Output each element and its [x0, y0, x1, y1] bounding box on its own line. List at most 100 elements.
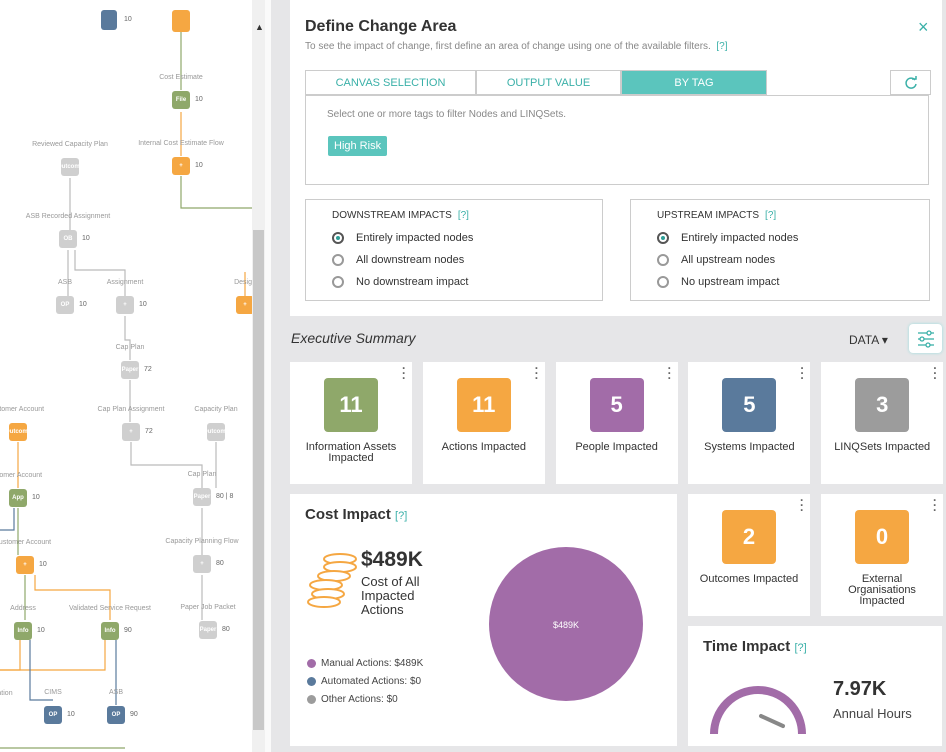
node-icon[interactable]: + — [193, 555, 211, 573]
tab[interactable]: OUTPUT VALUE — [476, 70, 621, 95]
card-tile: 11 — [456, 378, 511, 432]
node-icon[interactable]: + — [172, 157, 190, 175]
node-icon[interactable]: + — [122, 423, 140, 441]
node-icon[interactable]: Info — [14, 622, 32, 640]
refresh-button[interactable] — [890, 70, 931, 95]
legend-label: Manual Actions: $489K — [321, 658, 424, 669]
divider — [265, 0, 271, 752]
node-count: 90 — [124, 627, 132, 634]
node-icon[interactable]: + — [116, 296, 134, 314]
legend-label: Other Actions: $0 — [321, 694, 398, 705]
time-value: 7.97K — [833, 678, 887, 700]
impact-title: UPSTREAM IMPACTS [?] — [657, 210, 776, 221]
card-tile: 11 — [324, 378, 378, 432]
help[interactable]: [?] — [457, 210, 469, 221]
radio-option[interactable]: No upstream impact — [657, 276, 779, 288]
summary-card: · · · 11 Information Assets Impacted — [290, 362, 412, 484]
help[interactable]: [?] — [794, 642, 807, 654]
time-impact-card: Time Impact [?] 7.97K Annual Hours — [688, 626, 942, 746]
node-label: Internal Cost Estimate Flow — [138, 140, 224, 147]
card-menu[interactable]: · · · — [800, 493, 804, 517]
tab[interactable]: CANVAS SELECTION — [305, 70, 476, 95]
card-menu[interactable]: · · · — [667, 361, 672, 385]
cost-impact-card: Cost Impact [?] $489K Cost of All Impact… — [290, 494, 677, 746]
help[interactable]: [?] — [765, 210, 777, 221]
pie-slice — [489, 547, 643, 701]
node-label: Cap Plan — [115, 344, 145, 351]
coins-icon — [307, 553, 357, 608]
scroll-thumb[interactable] — [253, 230, 264, 730]
upstream-box: UPSTREAM IMPACTS [?] Entirely impacted nod… — [630, 199, 930, 301]
node-icon[interactable]: Info — [101, 622, 119, 640]
radio-label: All upstream nodes — [681, 254, 776, 266]
filter-button[interactable] — [909, 324, 942, 353]
node-label: Capacity Planning Flow — [165, 538, 239, 545]
node-count: 80 — [222, 626, 230, 633]
node-icon[interactable]: Outcome — [203, 423, 229, 441]
radio-circle — [657, 276, 669, 288]
radio-option[interactable]: Entirely impacted nodes — [657, 232, 798, 244]
data-menu[interactable]: DATA ▾ — [849, 333, 888, 347]
help[interactable]: [?] — [395, 510, 408, 522]
card-menu[interactable]: · · · — [534, 361, 539, 385]
tag-chip[interactable]: High Risk — [328, 136, 388, 156]
card-label: LINQSets Impacted — [834, 441, 931, 453]
edges — [0, 10, 252, 749]
define-change-area: Define Change Area × To see the impact o… — [290, 0, 942, 316]
node-icon[interactable]: File — [172, 91, 190, 109]
node-count: 10 — [37, 627, 45, 634]
radio-option[interactable]: Entirely impacted nodes — [332, 232, 473, 244]
legend-item: Automated Actions: $0 — [307, 676, 423, 687]
card-menu[interactable]: · · · — [933, 361, 938, 385]
legend-label: Automated Actions: $0 — [321, 676, 422, 687]
card-menu[interactable]: · · · — [800, 361, 805, 385]
time-caption: Annual Hours — [833, 706, 912, 721]
scrollbar[interactable]: ▲ — [252, 0, 265, 752]
summary-card: · · · 2 Outcomes Impacted — [688, 494, 810, 616]
downstream-box: DOWNSTREAM IMPACTS [?] Entirely impacted n… — [305, 199, 603, 301]
node-icon[interactable]: OB — [59, 230, 77, 248]
node-count: 10 — [67, 711, 75, 718]
node-icon[interactable]: + — [236, 296, 252, 314]
filter-icon — [918, 330, 934, 348]
summary-card: · · · 3 LINQSets Impacted — [821, 361, 944, 484]
impact-title: DOWNSTREAM IMPACTS [?] — [332, 210, 469, 221]
node-label: Reviewed Capacity Plan — [32, 141, 108, 148]
legend-item: Manual Actions: $489K — [307, 658, 423, 669]
card-menu[interactable]: · · · — [402, 361, 406, 385]
radio-circle — [657, 232, 669, 244]
radio-option[interactable]: All downstream nodes — [332, 254, 464, 266]
node-label: ASB Recorded Assignment — [25, 213, 111, 220]
node-label: CIMS — [44, 689, 62, 696]
node-icon[interactable]: Paper — [193, 488, 211, 506]
tab[interactable]: BY TAG — [621, 70, 767, 95]
node-icon[interactable]: Paper — [199, 621, 217, 639]
node-icon[interactable]: + — [16, 556, 34, 574]
radio-option[interactable]: No downstream impact — [332, 276, 469, 288]
cost-title: Cost Impact [?] — [305, 506, 407, 523]
summary-card: · · · 0 External Organisations Impacted — [821, 494, 943, 616]
close-button[interactable]: × — [918, 17, 929, 37]
node-icon[interactable]: Outcome — [5, 423, 31, 441]
radio-circle — [332, 232, 344, 244]
card-label: Systems Impacted — [704, 441, 795, 453]
node-icon[interactable]: OP — [44, 706, 62, 724]
node-label: Cap Plan — [187, 471, 217, 478]
refresh-icon — [904, 75, 917, 89]
pie-label: $489K — [553, 620, 579, 630]
node-count: 80 | 8 — [216, 493, 234, 500]
node-icon[interactable]: Outcome — [57, 158, 83, 176]
impact-title-text: DOWNSTREAM IMPACTS — [332, 210, 452, 221]
card-tile: 0 — [855, 510, 909, 564]
card-menu[interactable]: · · · — [933, 493, 937, 517]
radio-option[interactable]: All upstream nodes — [657, 254, 775, 266]
node-icon[interactable]: OP — [56, 296, 74, 314]
node-icon[interactable]: App — [9, 489, 27, 507]
scroll-up[interactable]: ▲ — [255, 22, 264, 32]
help[interactable]: [?] — [716, 41, 728, 52]
node-label: Assignment — [106, 279, 144, 286]
card-label: People Impacted — [575, 441, 658, 453]
node-icon[interactable]: OP — [107, 706, 125, 724]
canvas[interactable]: 10 Cost Estimate File 10 Reviewed Capacity … — [0, 0, 252, 752]
node-icon[interactable]: Paper — [121, 361, 139, 379]
